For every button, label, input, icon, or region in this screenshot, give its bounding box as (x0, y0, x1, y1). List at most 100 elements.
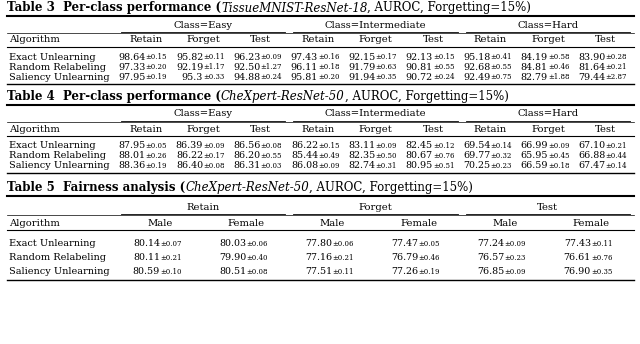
Text: ±0.15: ±0.15 (146, 53, 167, 61)
Text: ±0.11: ±0.11 (332, 268, 354, 276)
Text: Random Relabeling: Random Relabeling (9, 151, 106, 161)
Text: ±0.24: ±0.24 (433, 73, 454, 81)
Text: ±0.07: ±0.07 (160, 240, 182, 248)
Text: ±0.08: ±0.08 (246, 268, 268, 276)
Text: ±0.17: ±0.17 (376, 53, 397, 61)
Text: 76.57: 76.57 (477, 254, 505, 262)
Text: ±0.58: ±0.58 (548, 53, 570, 61)
Text: 84.81: 84.81 (521, 63, 548, 72)
Text: 97.95: 97.95 (118, 73, 146, 82)
Text: ±0.08: ±0.08 (203, 162, 225, 170)
Text: ±0.76: ±0.76 (433, 152, 454, 160)
Text: Class=Easy: Class=Easy (173, 21, 233, 30)
Text: ±0.33: ±0.33 (203, 73, 225, 81)
Text: Exact Unlearning: Exact Unlearning (9, 239, 95, 248)
Text: Retain: Retain (129, 35, 163, 44)
Text: Female: Female (572, 218, 609, 227)
Text: Forget: Forget (358, 203, 392, 212)
Text: Forget: Forget (186, 35, 220, 44)
Text: CheXpert-ResNet-50: CheXpert-ResNet-50 (185, 182, 309, 194)
Text: 77.47: 77.47 (392, 239, 419, 248)
Text: Test: Test (595, 35, 616, 44)
Text: ±0.21: ±0.21 (605, 142, 627, 150)
Text: ±0.49: ±0.49 (318, 152, 340, 160)
Text: 95.3: 95.3 (182, 73, 203, 82)
Text: 77.51: 77.51 (305, 268, 332, 277)
Text: 83.90: 83.90 (578, 53, 605, 62)
Text: ±0.19: ±0.19 (146, 73, 167, 81)
Text: ±0.55: ±0.55 (433, 63, 454, 71)
Text: ±0.18: ±0.18 (548, 162, 570, 170)
Text: ±0.23: ±0.23 (490, 162, 512, 170)
Text: Class=Hard: Class=Hard (517, 21, 579, 30)
Text: Random Relabeling: Random Relabeling (9, 63, 106, 72)
Text: 92.50: 92.50 (234, 63, 260, 72)
Text: ±0.11: ±0.11 (203, 53, 225, 61)
Text: Class=Easy: Class=Easy (173, 109, 233, 118)
Text: 85.44: 85.44 (291, 151, 318, 161)
Text: 69.54: 69.54 (463, 141, 490, 151)
Text: ±0.14: ±0.14 (605, 162, 627, 170)
Text: ±0.32: ±0.32 (490, 152, 512, 160)
Text: Class=Hard: Class=Hard (517, 109, 579, 118)
Text: ±0.10: ±0.10 (160, 268, 182, 276)
Text: ±0.26: ±0.26 (146, 152, 167, 160)
Text: 77.43: 77.43 (564, 239, 591, 248)
Text: Forget: Forget (358, 125, 392, 133)
Text: 86.22: 86.22 (176, 151, 203, 161)
Text: ±0.55: ±0.55 (490, 63, 512, 71)
Text: Forget: Forget (186, 125, 220, 133)
Text: CheXpert-ResNet-50: CheXpert-ResNet-50 (221, 90, 344, 104)
Text: ±0.24: ±0.24 (260, 73, 282, 81)
Text: ±0.21: ±0.21 (605, 63, 627, 71)
Text: Table 3  Per-class performance (: Table 3 Per-class performance ( (7, 1, 221, 14)
Text: 65.95: 65.95 (520, 151, 548, 161)
Text: ±0.44: ±0.44 (605, 152, 627, 160)
Text: 86.20: 86.20 (234, 151, 260, 161)
Text: Test: Test (538, 203, 558, 212)
Text: ±0.20: ±0.20 (146, 63, 167, 71)
Text: ±0.12: ±0.12 (433, 142, 454, 150)
Text: ±0.55: ±0.55 (260, 152, 282, 160)
Text: ±0.51: ±0.51 (433, 162, 454, 170)
Text: Random Relabeling: Random Relabeling (9, 254, 106, 262)
Text: Retain: Retain (301, 35, 335, 44)
Text: 77.24: 77.24 (477, 239, 505, 248)
Text: Forget: Forget (531, 125, 564, 133)
Text: ±0.63: ±0.63 (376, 63, 397, 71)
Text: ±0.35: ±0.35 (376, 73, 397, 81)
Text: 94.88: 94.88 (234, 73, 260, 82)
Text: TissueMNIST-ResNet-18: TissueMNIST-ResNet-18 (221, 1, 367, 14)
Text: ±0.09: ±0.09 (548, 142, 570, 150)
Text: Table 5  Fairness analysis (: Table 5 Fairness analysis ( (7, 182, 185, 194)
Text: 67.10: 67.10 (578, 141, 605, 151)
Text: ±1.17: ±1.17 (203, 63, 225, 71)
Text: ±0.09: ±0.09 (318, 162, 340, 170)
Text: ±1.27: ±1.27 (260, 63, 282, 71)
Text: 91.94: 91.94 (348, 73, 376, 82)
Text: Test: Test (595, 125, 616, 133)
Text: ±0.06: ±0.06 (246, 240, 268, 248)
Text: 92.49: 92.49 (463, 73, 490, 82)
Text: 76.90: 76.90 (564, 268, 591, 277)
Text: ±0.19: ±0.19 (419, 268, 440, 276)
Text: ±0.09: ±0.09 (203, 142, 225, 150)
Text: ±0.08: ±0.08 (260, 142, 282, 150)
Text: Saliency Unlearning: Saliency Unlearning (9, 73, 109, 82)
Text: ±0.46: ±0.46 (419, 254, 440, 262)
Text: 80.11: 80.11 (133, 254, 160, 262)
Text: 97.33: 97.33 (118, 63, 146, 72)
Text: ±0.09: ±0.09 (505, 240, 526, 248)
Text: ±0.18: ±0.18 (318, 63, 340, 71)
Text: Female: Female (400, 218, 437, 227)
Text: 81.64: 81.64 (578, 63, 605, 72)
Text: ±0.15: ±0.15 (433, 53, 454, 61)
Text: 80.03: 80.03 (219, 239, 246, 248)
Text: Table 4  Per-class performance (: Table 4 Per-class performance ( (7, 90, 221, 104)
Text: Test: Test (422, 35, 444, 44)
Text: 90.81: 90.81 (406, 63, 433, 72)
Text: 92.19: 92.19 (176, 63, 203, 72)
Text: 86.39: 86.39 (176, 141, 203, 151)
Text: Forget: Forget (358, 35, 392, 44)
Text: 79.90: 79.90 (219, 254, 246, 262)
